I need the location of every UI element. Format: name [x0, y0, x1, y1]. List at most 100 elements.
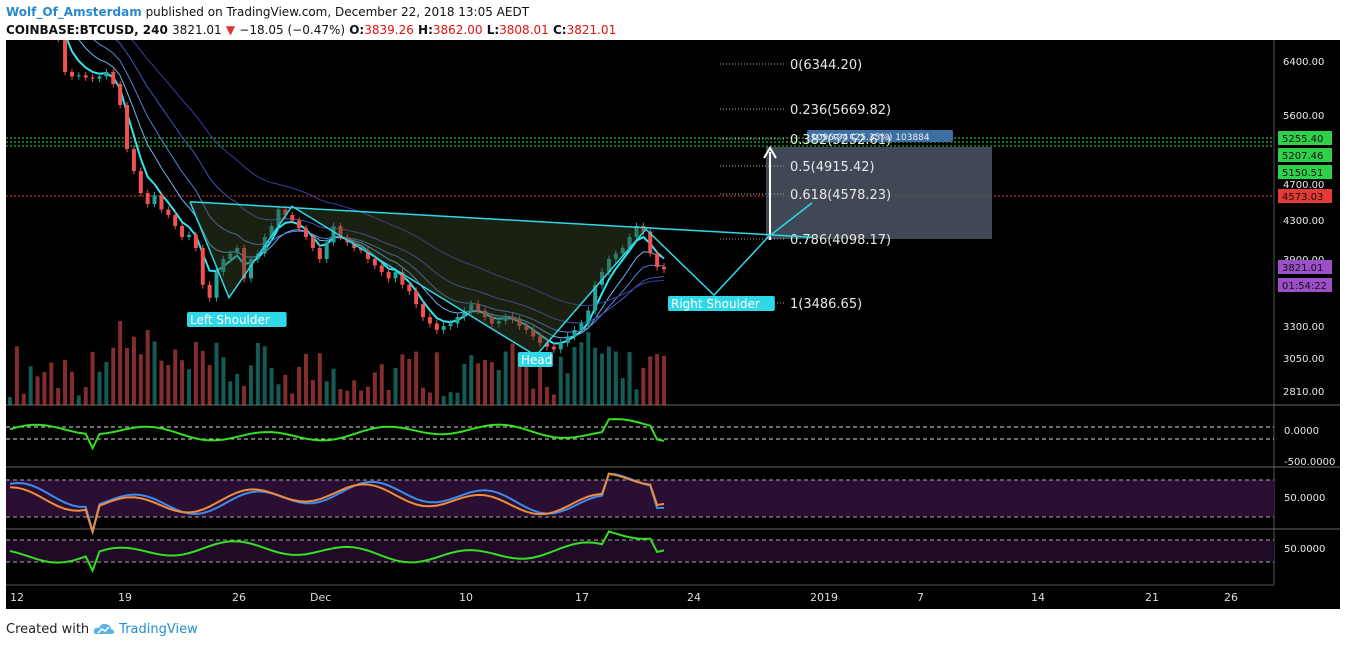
- candle-body: [352, 242, 357, 248]
- volume-bar: [118, 321, 123, 405]
- volume-bar: [483, 360, 488, 405]
- measure-label: 1096.94 (25.35%) 103884: [811, 133, 930, 143]
- volume-bar: [35, 376, 40, 405]
- volume-bar: [186, 369, 191, 405]
- chart-header: Wolf_Of_Amsterdam published on TradingVi…: [6, 3, 1336, 39]
- volume-bar: [407, 359, 412, 405]
- price-tag-bg: [1278, 165, 1332, 179]
- time-axis-label: 7: [917, 591, 924, 604]
- candle-body: [593, 284, 598, 311]
- pattern-label-bg: [668, 296, 775, 311]
- candle-body: [579, 323, 584, 330]
- volume-bar: [448, 392, 453, 405]
- volume-bar: [538, 358, 543, 405]
- volume-bar: [634, 389, 639, 405]
- price-tag-label: 01:54:22: [1282, 281, 1327, 292]
- low-label: L:: [486, 23, 500, 37]
- fib-level-label: 0.618(4578.23): [790, 188, 891, 203]
- candle-body: [338, 226, 343, 237]
- volume-bar: [297, 366, 302, 405]
- volume-bar: [544, 386, 549, 405]
- volume-bar: [193, 342, 198, 405]
- volume-bar: [662, 355, 666, 405]
- pattern-label: Left Shoulder: [190, 313, 270, 327]
- time-axis-label: 17: [575, 591, 589, 604]
- candle-body: [455, 317, 460, 324]
- volume-bar: [63, 360, 68, 405]
- volume-bar: [83, 387, 88, 405]
- candle-body: [489, 317, 494, 324]
- volume-bar: [69, 371, 74, 405]
- candle-body: [462, 310, 467, 318]
- volume-bar: [331, 368, 336, 405]
- candle-body: [634, 226, 639, 237]
- candle-body: [297, 220, 302, 229]
- candle-body: [166, 209, 171, 215]
- volume-bar: [421, 387, 426, 405]
- price-tag-label: 3821.01: [1282, 263, 1323, 274]
- volume-bar: [600, 353, 605, 405]
- created-with-text: Created with: [6, 621, 90, 637]
- candle-body: [228, 253, 233, 259]
- time-axis-label: 10: [459, 591, 473, 604]
- candle-body: [379, 265, 384, 272]
- volume-bar: [427, 392, 432, 405]
- candle-body: [242, 248, 247, 279]
- volume-bar: [200, 350, 205, 405]
- candle-body: [517, 319, 522, 327]
- volume-bar: [180, 360, 185, 405]
- candle-body: [283, 209, 288, 215]
- candle-body: [90, 77, 95, 79]
- price-tag-bg: [1278, 148, 1332, 162]
- candle-body: [613, 253, 618, 259]
- volume-bar: [125, 348, 130, 405]
- candle-body: [97, 76, 102, 79]
- volume-bar: [221, 357, 226, 405]
- candle-body: [248, 259, 253, 279]
- candle-body: [503, 317, 508, 321]
- volume-bar: [21, 393, 26, 405]
- volume-bar: [641, 367, 646, 405]
- osc-axis-label: 0.0000: [1284, 426, 1319, 437]
- high-value: 3862.00: [432, 23, 483, 37]
- author-link[interactable]: Wolf_Of_Amsterdam: [6, 5, 142, 19]
- candle-body: [131, 149, 136, 171]
- candle-body: [69, 72, 74, 77]
- volume-bar: [593, 347, 598, 405]
- volume-bar: [365, 386, 370, 405]
- volume-bar: [28, 366, 33, 405]
- price-axis-label: 4700.00: [1283, 180, 1324, 191]
- candle-body: [221, 259, 226, 272]
- volume-bar: [49, 362, 54, 405]
- triangle-down-icon: ▼: [225, 23, 236, 37]
- stoch-d-line: [9, 472, 665, 536]
- candle-body: [407, 284, 412, 292]
- footer: Created with TradingView: [6, 620, 198, 638]
- candle-body: [427, 317, 432, 324]
- high-label: H:: [418, 23, 433, 37]
- low-value: 3808.01: [499, 23, 549, 37]
- candle-body: [104, 72, 109, 77]
- symbol-label: COINBASE:BTCUSD, 240: [6, 23, 168, 37]
- volume-bar: [655, 354, 660, 405]
- chart-svg[interactable]: 1096.94 (25.35%) 103884 0(6344.20) 0.236(5…: [6, 0, 1340, 609]
- tradingview-link[interactable]: TradingView: [119, 621, 198, 637]
- fib-level-label: 0.5(4915.42): [790, 160, 875, 175]
- volume-bar: [345, 390, 350, 405]
- candle-body: [235, 248, 240, 254]
- volume-bar: [228, 381, 233, 405]
- pattern-label-bg: [187, 312, 287, 327]
- volume-bar: [469, 355, 474, 405]
- candle-body: [111, 72, 116, 85]
- price-axis-label: 5600.00: [1283, 111, 1324, 122]
- candle-body: [620, 248, 625, 254]
- candle-body: [152, 195, 157, 204]
- candle-body: [83, 75, 88, 78]
- time-axis-label: 24: [687, 591, 701, 604]
- candle-body: [365, 250, 370, 259]
- candle-body: [386, 271, 391, 279]
- close-label: C:: [552, 23, 567, 37]
- candle-body: [627, 237, 632, 248]
- fib-level-label: 0.236(5669.82): [790, 103, 891, 118]
- chart-area[interactable]: 1096.94 (25.35%) 103884 0(6344.20) 0.236(5…: [6, 0, 1340, 609]
